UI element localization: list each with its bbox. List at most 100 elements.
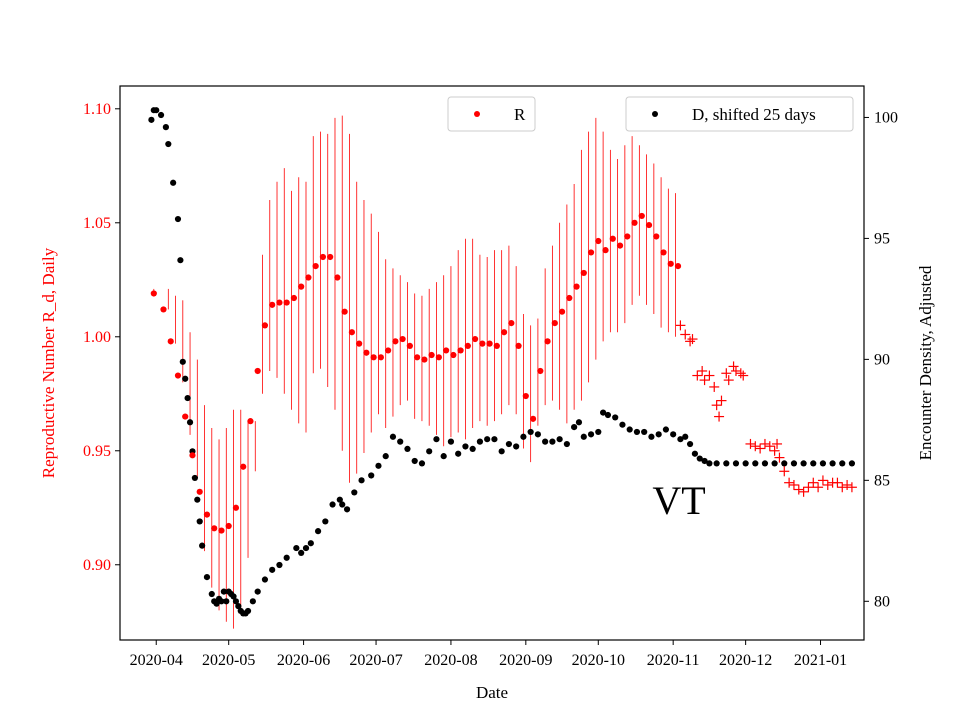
d-point — [505, 440, 513, 448]
r-point — [312, 263, 319, 270]
d-point — [329, 501, 336, 508]
right-y-axis-ticks: 80 85 90 95 100 — [864, 109, 898, 610]
d-point — [462, 443, 469, 450]
d-series-points — [148, 107, 856, 617]
r-plus-marker — [704, 370, 715, 381]
r-plus-marker — [793, 484, 804, 495]
legend-r: R — [447, 96, 536, 132]
r-point — [189, 452, 196, 459]
legend-d: D, shifted 25 days — [625, 96, 854, 132]
d-point — [484, 436, 491, 443]
r-point — [464, 342, 471, 350]
d-point — [662, 426, 670, 433]
x-axis-ticks: 2020-04 2020-05 2020-06 2020-07 2020-08 2020-… — [130, 640, 847, 669]
d-point — [641, 428, 648, 436]
r-point — [602, 247, 609, 254]
r-point — [290, 294, 298, 302]
r-plus-marker — [813, 482, 824, 493]
r-point — [609, 235, 616, 242]
r-point — [674, 263, 682, 270]
d-point — [196, 518, 203, 525]
left-y-tick-label: 0.90 — [83, 557, 111, 574]
left-y-tick-label: 1.05 — [83, 215, 111, 232]
r-point — [660, 249, 667, 256]
r-plus-marker — [687, 334, 698, 345]
r-point — [645, 221, 653, 229]
d-point — [829, 460, 836, 467]
r-point — [269, 301, 276, 308]
d-point — [184, 394, 191, 402]
d-point — [322, 518, 329, 525]
d-point — [389, 433, 397, 440]
d-point — [612, 414, 619, 421]
r-point — [341, 308, 348, 315]
x-axis-title: Date — [476, 683, 508, 702]
d-point — [220, 588, 227, 595]
r-point — [225, 522, 232, 530]
d-point — [218, 598, 225, 605]
d-point — [157, 111, 165, 119]
d-point — [752, 460, 759, 467]
r-plus-marker — [711, 400, 722, 411]
r-point — [580, 269, 587, 277]
d-point — [771, 460, 778, 467]
d-point — [723, 460, 730, 467]
d-point — [351, 489, 358, 496]
d-point — [339, 501, 346, 508]
r-plus-marker — [822, 479, 833, 490]
d-point — [580, 433, 587, 440]
d-point — [595, 428, 602, 436]
d-point — [604, 411, 612, 419]
r-point — [435, 354, 442, 361]
r-plus-marker — [709, 381, 720, 392]
r-point — [385, 347, 392, 354]
d-point — [307, 540, 314, 547]
r-plus-marker — [755, 443, 766, 454]
d-point — [633, 428, 641, 436]
x-tick-label: 2020-06 — [277, 652, 330, 669]
r-plus-marker — [769, 445, 780, 456]
r-plus-marker — [728, 361, 739, 372]
r-point — [421, 356, 428, 363]
r-point — [196, 488, 203, 495]
d-point — [276, 561, 283, 569]
r-point — [508, 320, 515, 327]
r-point — [479, 340, 486, 347]
d-point — [527, 428, 534, 436]
r-point — [254, 367, 261, 375]
r-point — [182, 413, 189, 420]
r-plus-marker — [745, 438, 756, 449]
d-point — [293, 544, 300, 552]
left-y-tick-label: 1.00 — [83, 329, 111, 346]
r-plus-marker — [832, 477, 843, 488]
r-point — [486, 340, 493, 347]
d-point — [701, 457, 708, 465]
d-point — [713, 460, 720, 467]
d-point — [418, 460, 426, 467]
d-point — [648, 433, 655, 440]
r-point — [595, 237, 602, 245]
d-point — [587, 431, 595, 438]
legend-d-label: D, shifted 25 days — [692, 105, 816, 124]
d-point — [148, 116, 155, 123]
d-point — [513, 443, 520, 450]
d-point — [269, 566, 276, 573]
r-point — [443, 347, 450, 354]
d-point — [696, 455, 703, 462]
r-point — [240, 463, 247, 470]
d-point — [563, 440, 570, 448]
r-plus-marker — [714, 411, 725, 422]
r-point — [624, 233, 631, 240]
r-point — [174, 372, 182, 379]
d-point — [170, 179, 177, 186]
r-point — [522, 392, 529, 400]
r-point — [544, 338, 551, 345]
plot-frame — [119, 85, 865, 641]
d-point — [469, 445, 476, 452]
d-point — [534, 431, 541, 438]
x-tick-label: 2020-07 — [349, 652, 402, 669]
d-point — [520, 433, 527, 440]
r-point — [500, 329, 508, 336]
r-point — [450, 351, 457, 359]
r-point — [218, 527, 225, 534]
